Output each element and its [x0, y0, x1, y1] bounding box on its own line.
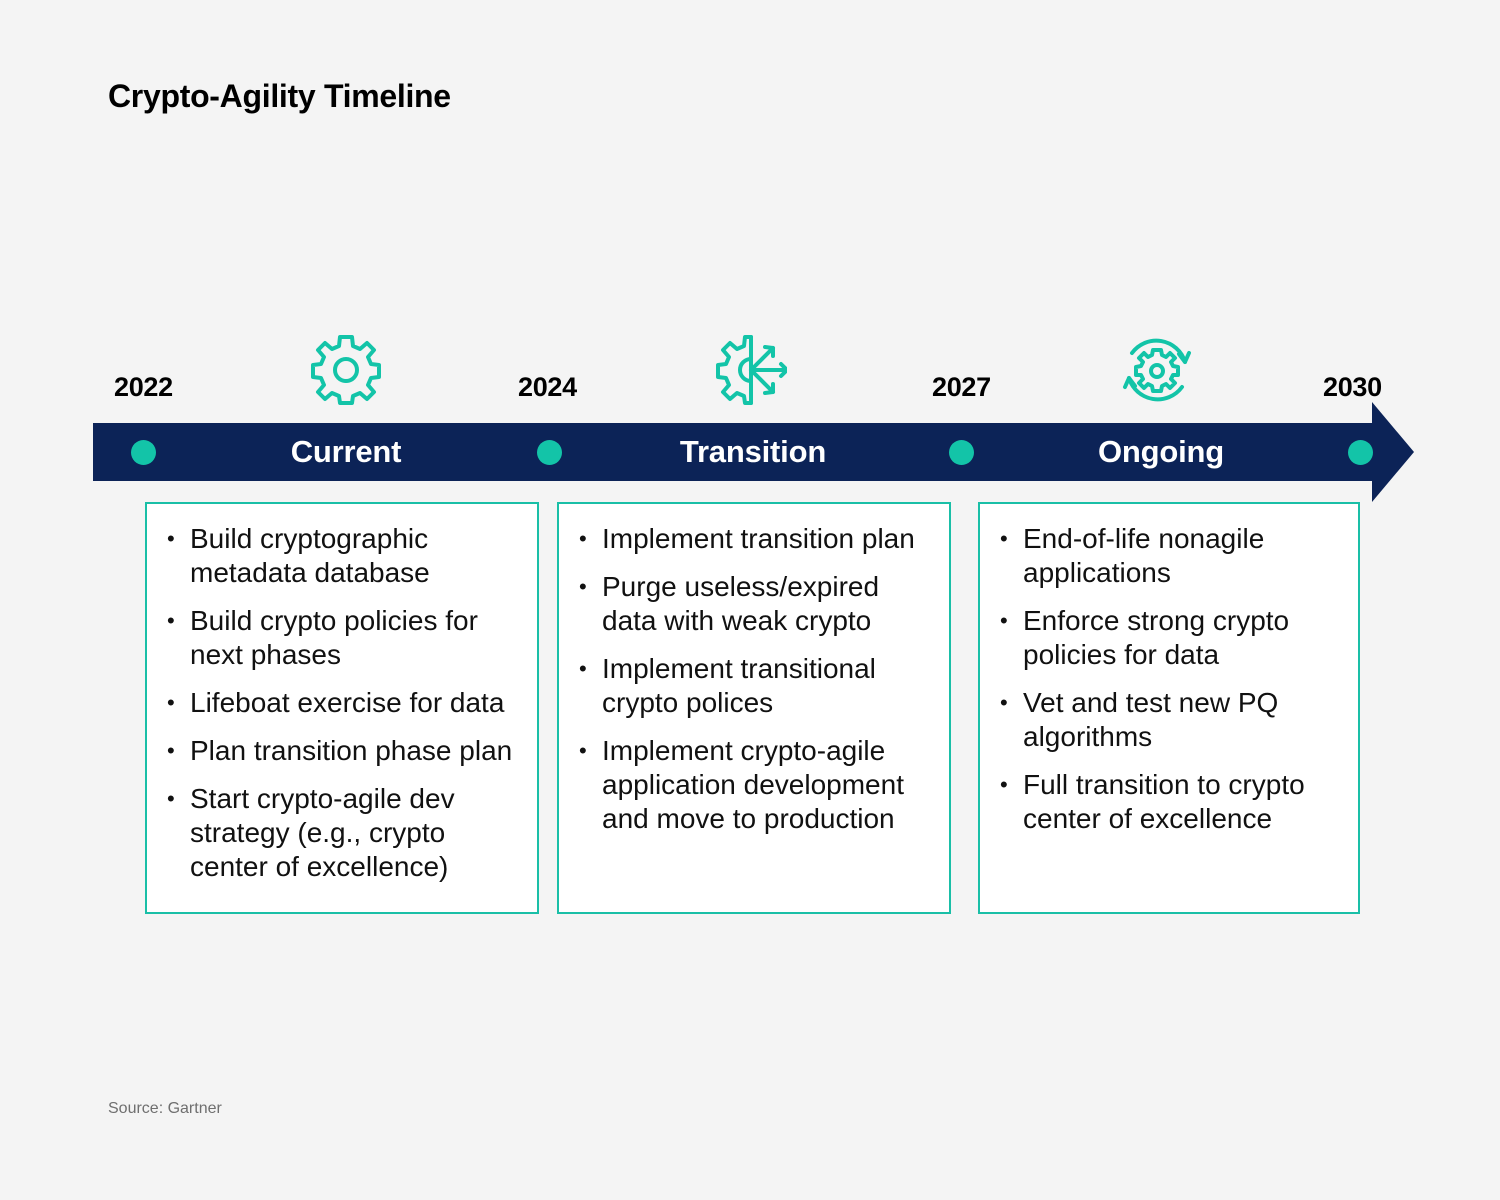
page-title: Crypto-Agility Timeline: [108, 78, 451, 114]
bullet-list: Implement transition plan Purge useless/…: [579, 522, 939, 836]
year-label: 2022: [114, 372, 173, 402]
list-item: Purge useless/expired data with weak cry…: [579, 570, 939, 638]
card-transition: Implement transition plan Purge useless/…: [557, 502, 951, 914]
timeline-dot: [949, 440, 974, 465]
year-label: 2027: [932, 372, 991, 402]
timeline-dot: [1348, 440, 1373, 465]
list-item: Vet and test new PQ algorithms: [1000, 686, 1348, 754]
phase-label-current: Current: [290, 434, 402, 469]
half-gear-arrows-icon: [716, 335, 787, 405]
list-item: Build cryptographic metadata database: [167, 522, 527, 590]
list-item: Lifeboat exercise for data: [167, 686, 527, 720]
year-label: 2024: [518, 372, 577, 402]
source-note: Source: Gartner: [108, 1100, 222, 1117]
bullet-list: Build cryptographic metadata database Bu…: [167, 522, 527, 884]
card-ongoing: End-of-life nonagile applications Enforc…: [978, 502, 1360, 914]
list-item: Full transition to crypto center of exce…: [1000, 768, 1348, 836]
list-item: Implement transition plan: [579, 522, 939, 556]
list-item: Implement crypto-agile application devel…: [579, 734, 939, 836]
bullet-list: End-of-life nonagile applications Enforc…: [1000, 522, 1348, 836]
gear-icon: [311, 335, 381, 405]
list-item: Start crypto-agile dev strategy (e.g., c…: [167, 782, 527, 884]
card-current: Build cryptographic metadata database Bu…: [145, 502, 539, 914]
list-item: End-of-life nonagile applications: [1000, 522, 1348, 590]
timeline-dot: [537, 440, 562, 465]
list-item: Enforce strong crypto policies for data: [1000, 604, 1348, 672]
gear-refresh-icon: [1123, 338, 1191, 402]
list-item: Build crypto policies for next phases: [167, 604, 527, 672]
list-item: Implement transitional crypto polices: [579, 652, 939, 720]
phase-label-ongoing: Ongoing: [1097, 434, 1224, 469]
timeline-dot: [131, 440, 156, 465]
list-item: Plan transition phase plan: [167, 734, 527, 768]
year-label: 2030: [1323, 372, 1382, 402]
phase-label-transition: Transition: [679, 434, 827, 469]
